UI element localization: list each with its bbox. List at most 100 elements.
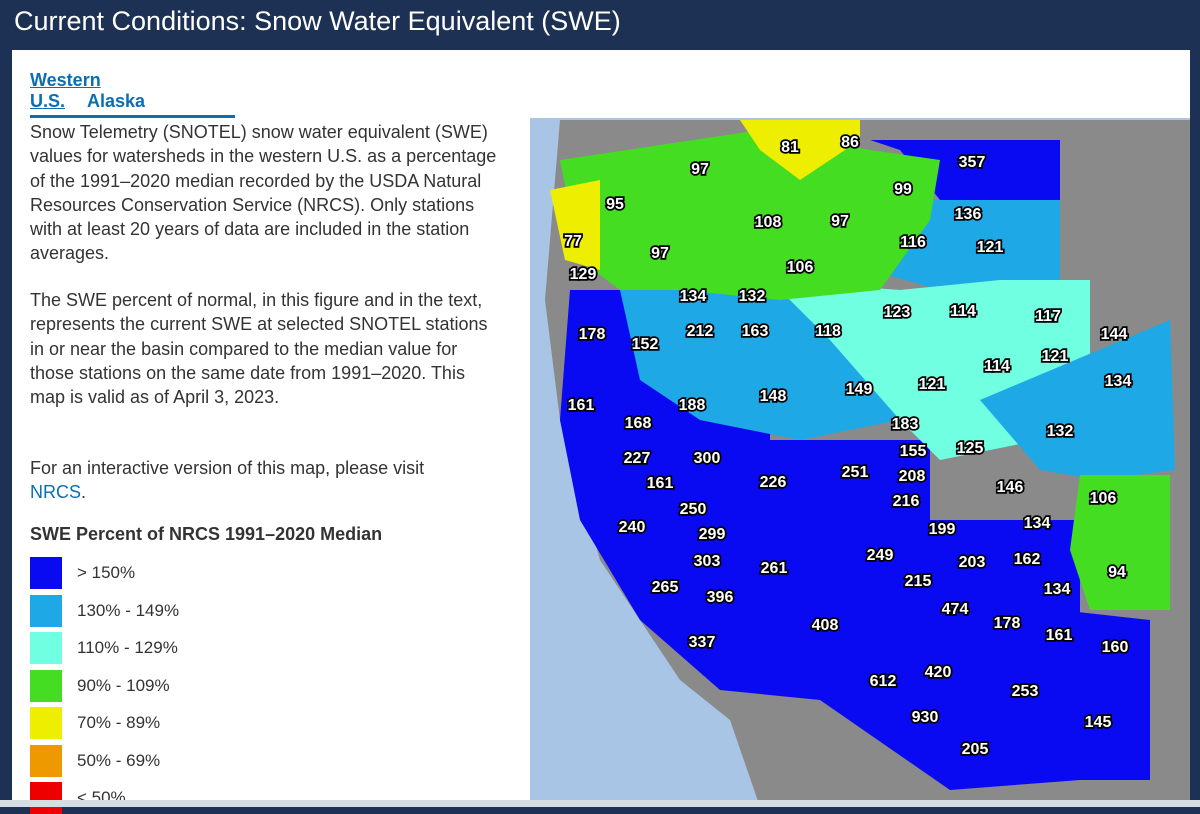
- basin-label: 134: [1024, 515, 1051, 532]
- basin-label: 612: [870, 673, 897, 690]
- basin-label: 121: [977, 239, 1004, 256]
- basin-label: 212: [687, 323, 714, 340]
- basin-label: 136: [955, 206, 982, 223]
- basin-label: 249: [867, 547, 894, 564]
- basin-label: 303: [694, 553, 721, 570]
- basin-label: 199: [929, 521, 956, 538]
- map: 81 86 357 97 99 95 136 108 97 116 121 77 97 106 129 134…: [530, 118, 1190, 807]
- basin-label: 337: [689, 634, 716, 651]
- legend-label: 130% - 149%: [77, 600, 180, 620]
- region: [1060, 610, 1150, 780]
- basin-label: 132: [1047, 423, 1074, 440]
- region: [740, 120, 860, 180]
- tabs: Western U.S. Alaska: [30, 70, 235, 118]
- text: For an interactive version of this map, …: [30, 458, 425, 478]
- basin-label: 265: [652, 579, 679, 596]
- region: [870, 140, 1060, 200]
- tab[interactable]: Western U.S.: [30, 70, 101, 111]
- basin-label: 163: [742, 323, 769, 340]
- tab[interactable]: Alaska: [87, 91, 146, 111]
- region: [550, 180, 600, 270]
- basin-label: 118: [815, 323, 841, 340]
- region: [1070, 475, 1170, 610]
- region: [980, 320, 1175, 480]
- basin-label: 148: [760, 388, 787, 405]
- basin-label: 145: [1085, 714, 1112, 731]
- basin-label: 226: [760, 474, 787, 491]
- basin-label: 208: [899, 468, 926, 485]
- legend-swatch: [30, 782, 62, 814]
- basin-label: 129: [570, 266, 597, 283]
- basin-label: 188: [679, 397, 706, 414]
- basin-label: 474: [942, 601, 969, 618]
- basin-label: 152: [632, 336, 659, 353]
- basin-label: 114: [984, 358, 1010, 375]
- basin-label: 215: [905, 573, 932, 590]
- basin-label: 420: [925, 664, 952, 681]
- link[interactable]: NRCS: [30, 482, 82, 503]
- basin-label: 132: [739, 288, 766, 305]
- region: [560, 130, 940, 300]
- basin-label: 134: [1044, 581, 1071, 598]
- basin-label: 94: [1108, 564, 1126, 581]
- basin-label: 134: [1105, 373, 1132, 390]
- basin-label: 178: [579, 326, 606, 343]
- basin-label: 161: [1046, 627, 1073, 644]
- legend-swatch: [30, 594, 62, 627]
- basin-label: 99: [894, 181, 912, 198]
- text: .: [81, 482, 87, 503]
- basin-label: 160: [1102, 639, 1129, 656]
- legend-label: 50% - 69%: [77, 750, 161, 770]
- legend-label: 70% - 89%: [77, 713, 161, 732]
- legend-swatch: [30, 669, 62, 702]
- basin-label: 114: [950, 303, 976, 320]
- basin-label: 146: [997, 479, 1024, 496]
- basin-label: 203: [959, 554, 986, 571]
- paragraph: Snow Telemetry (SNOTEL) snow water equiv…: [30, 122, 497, 264]
- legend-label: 110% - 129%: [77, 638, 178, 657]
- basin-label: 240: [619, 519, 646, 536]
- basin-label: 97: [831, 213, 849, 230]
- basin-label: 106: [1090, 490, 1117, 507]
- basin-label: 121: [1042, 348, 1069, 365]
- basin-label: 250: [680, 501, 707, 518]
- basin-label: 117: [1035, 308, 1061, 325]
- basin-label: 396: [707, 589, 734, 606]
- basin-label: 77: [564, 233, 582, 250]
- basin-label: 81: [781, 139, 799, 156]
- basin-label: 299: [699, 526, 726, 543]
- basin-label: 162: [1014, 551, 1041, 568]
- basin-label: 144: [1101, 326, 1128, 343]
- basin-label: 108: [755, 214, 782, 231]
- paragraph: The SWE percent of normal, in this figur…: [30, 290, 488, 408]
- basin-label: 216: [893, 493, 920, 510]
- basin-label: 86: [841, 134, 859, 151]
- region: [560, 290, 1080, 790]
- basin-label: 183: [892, 416, 919, 433]
- basin-label: 161: [647, 475, 674, 492]
- basin-label: 227: [624, 450, 651, 467]
- basin-label: 300: [694, 450, 721, 467]
- legend-swatch: [30, 707, 62, 739]
- header-title: Current Conditions: Snow Water Equivalen…: [14, 6, 621, 36]
- basin-label: 125: [957, 440, 984, 457]
- basin-label: 251: [842, 464, 869, 481]
- basin-label: 168: [625, 415, 652, 432]
- basin-label: 123: [884, 304, 911, 321]
- basin-label: 155: [900, 443, 927, 460]
- basin-label: 161: [568, 397, 595, 414]
- legend-swatch: [30, 557, 62, 589]
- legend-swatch: [30, 632, 62, 664]
- basin-label: 134: [680, 288, 707, 305]
- basin-label: 116: [900, 234, 926, 251]
- basin-label: 97: [691, 161, 709, 178]
- legend-title: SWE Percent of NRCS 1991–2020 Median: [30, 524, 383, 544]
- basin-label: 253: [1012, 683, 1039, 700]
- basin-label: 261: [761, 560, 788, 577]
- basin-label: 930: [912, 709, 939, 726]
- basin-label: 97: [651, 245, 669, 262]
- basin-label: 205: [962, 741, 989, 758]
- legend-swatch: [30, 744, 62, 777]
- paragraph: For an interactive version of this map, …: [30, 456, 450, 505]
